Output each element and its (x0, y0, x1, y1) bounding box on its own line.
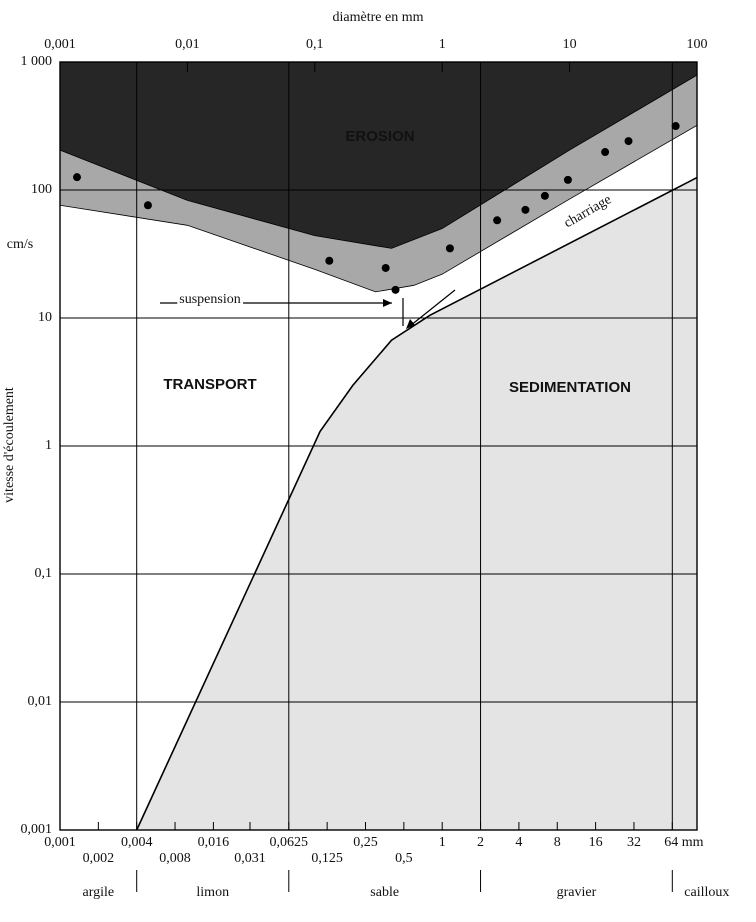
y-tick-label: 1 000 (21, 54, 53, 69)
x-tick-label: 0,1 (306, 37, 324, 52)
plot-frame (59, 61, 698, 831)
grain-class: cailloux (684, 885, 729, 900)
data-point (493, 216, 502, 225)
sedimentation-curve (135, 176, 698, 831)
x-tick-label: 100 (687, 37, 708, 52)
x-tick-label: 64 mm (664, 835, 703, 850)
data-point (563, 175, 572, 184)
data-point (671, 122, 680, 131)
grain-class: argile (83, 885, 115, 900)
grain-class: gravier (557, 885, 597, 900)
x-tick-label: 0,002 (83, 851, 115, 866)
region-label: EROSION (345, 128, 414, 145)
y-tick-label: 10 (38, 310, 52, 325)
plot-area (59, 61, 698, 831)
data-point (540, 191, 549, 200)
x-tick-label: 0,004 (121, 835, 153, 850)
data-point (624, 137, 633, 146)
x-axis-title: diamètre en mm (333, 10, 424, 25)
grain-class: sable (370, 885, 399, 900)
y-tick-label: 0,1 (35, 566, 53, 581)
region-label: TRANSPORT (163, 376, 256, 393)
charriage-arrow (409, 289, 456, 327)
x-tick-label: 16 (589, 835, 603, 850)
grain-class: limon (196, 885, 229, 900)
y-unit: cm/s (7, 237, 33, 252)
x-tick-label: 4 (515, 835, 522, 850)
data-point (521, 205, 530, 214)
arrow-head (406, 319, 415, 329)
x-tick-label: 10 (563, 37, 577, 52)
data-point (73, 173, 82, 182)
sedimentation-region (136, 177, 697, 830)
x-tick-label: 0,031 (234, 851, 266, 866)
x-tick-label: 0,008 (159, 851, 191, 866)
y-tick-label: 0,001 (21, 822, 53, 837)
data-point (391, 285, 400, 294)
y-tick-label: 0,01 (28, 694, 53, 709)
data-point (601, 148, 610, 157)
x-tick-label: 0,25 (353, 835, 378, 850)
x-tick-label: 1 (439, 37, 446, 52)
x-tick-label: 0,016 (198, 835, 230, 850)
y-tick-label: 100 (31, 182, 52, 197)
x-tick-label: 0,001 (44, 835, 76, 850)
x-tick-label: 0,0625 (270, 835, 309, 850)
arrow-head (383, 299, 392, 307)
x-tick-label: 2 (477, 835, 484, 850)
y-axis-title: vitesse d'écoulement (2, 387, 17, 503)
data-point (445, 244, 454, 253)
x-tick-label: 0,001 (44, 37, 76, 52)
x-tick-label: 0,125 (311, 851, 343, 866)
x-tick-label: 32 (627, 835, 641, 850)
data-point (325, 256, 334, 265)
x-tick-label: 0,5 (395, 851, 413, 866)
x-tick-label: 1 (439, 835, 446, 850)
x-tick-label: 0,01 (175, 37, 200, 52)
data-point (143, 201, 152, 210)
x-tick-label: 8 (554, 835, 561, 850)
region-label: SEDIMENTATION (509, 379, 631, 396)
region-label: suspension (179, 292, 240, 307)
data-point (381, 263, 390, 272)
y-tick-label: 1 (45, 438, 52, 453)
